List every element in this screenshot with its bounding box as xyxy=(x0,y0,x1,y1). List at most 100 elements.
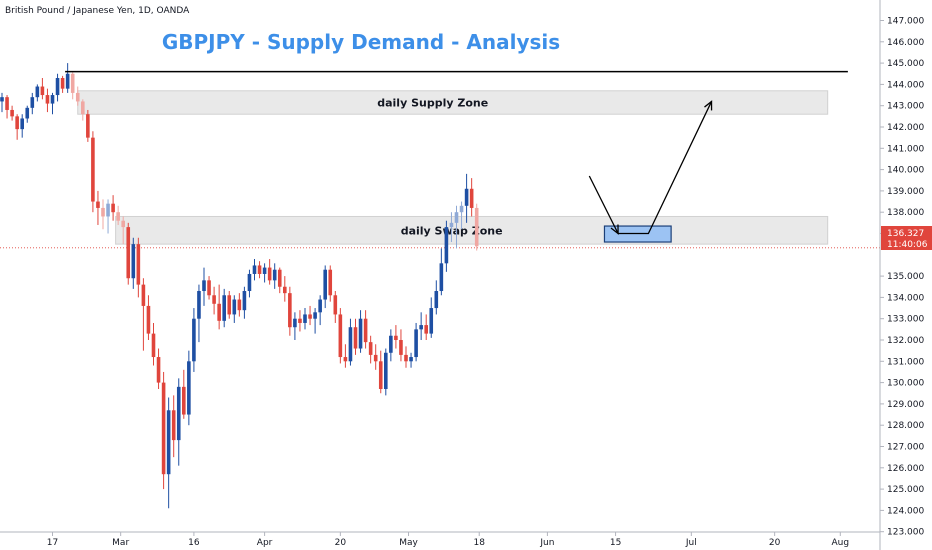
candle-body xyxy=(101,207,105,217)
candle-body xyxy=(363,318,368,343)
candle-body xyxy=(60,78,65,89)
candle-body xyxy=(10,109,14,117)
candle-body xyxy=(399,340,403,355)
candle-body xyxy=(5,97,9,110)
candle xyxy=(222,288,226,328)
candles-layer xyxy=(0,63,479,509)
y-tick-label: 125.000 xyxy=(887,485,924,495)
candle-body xyxy=(86,114,90,138)
candle-body xyxy=(176,386,181,441)
candle-body xyxy=(439,263,444,292)
last-price-label: 136.327 11:40:06 xyxy=(881,226,932,250)
candle-body xyxy=(414,329,418,358)
candle xyxy=(151,322,156,366)
candle-body xyxy=(70,73,75,93)
candle xyxy=(277,267,282,294)
candle-body xyxy=(464,188,469,206)
candle xyxy=(106,199,110,234)
candle-body xyxy=(237,299,242,311)
candle xyxy=(146,295,151,340)
y-tick-label: 133.000 xyxy=(887,315,924,325)
candle-body xyxy=(222,295,226,321)
candle-body xyxy=(141,284,146,306)
candle xyxy=(469,178,474,217)
y-tick-label: 132.000 xyxy=(887,336,924,346)
candle-body xyxy=(171,410,176,441)
y-tick-label: 139.000 xyxy=(887,187,924,197)
candle-body xyxy=(91,137,95,202)
candle xyxy=(414,322,418,362)
candle xyxy=(10,105,14,121)
candle xyxy=(409,352,413,368)
y-tick-label: 124.000 xyxy=(887,506,924,516)
candle xyxy=(298,310,302,332)
candle-body xyxy=(197,291,201,319)
candle xyxy=(35,84,40,102)
candle xyxy=(86,109,90,142)
candle-body xyxy=(257,265,262,274)
candle-body xyxy=(313,312,317,319)
candle-body xyxy=(444,227,449,264)
time-axis[interactable]: 17 Mar 16 Apr 20 May 18 Jun 15 Jul 20 Aug xyxy=(47,532,849,548)
x-tick-label: 18 xyxy=(473,538,485,548)
candle xyxy=(227,291,232,319)
candle xyxy=(252,259,257,281)
candle xyxy=(237,293,242,317)
arrow-head-down xyxy=(610,224,619,235)
candle-body xyxy=(65,73,70,89)
candle-body xyxy=(288,293,292,328)
y-tick-label: 146.000 xyxy=(887,38,924,48)
candle xyxy=(0,92,4,113)
candle-body xyxy=(454,212,459,223)
candle-body xyxy=(404,354,408,362)
candle-body xyxy=(328,269,333,296)
candle-body xyxy=(217,303,221,321)
x-tick-label: 15 xyxy=(610,538,621,548)
projection-path xyxy=(588,101,713,235)
chart-title: GBPJPY - Supply Demand - Analysis xyxy=(162,30,560,54)
x-tick-label: 16 xyxy=(188,538,200,548)
candle xyxy=(25,105,30,123)
candle xyxy=(131,237,136,289)
candle-body xyxy=(469,188,474,208)
candle xyxy=(40,78,45,100)
y-tick-label: 134.000 xyxy=(887,293,924,303)
candle-body xyxy=(373,354,378,362)
candle xyxy=(419,312,423,340)
candle xyxy=(207,276,211,300)
candle xyxy=(288,286,292,336)
x-tick-label: Apr xyxy=(257,538,273,548)
candle xyxy=(384,348,388,396)
symbol-header: British Pound / Japanese Yen, 1D, OANDA xyxy=(5,6,190,16)
drawings-layer xyxy=(65,70,848,243)
candle xyxy=(318,295,322,326)
y-tick-label: 142.000 xyxy=(887,123,924,133)
candle-body xyxy=(434,291,439,309)
price-axis[interactable]: 147.000 146.000 145.000 144.000 143.000 142.0… xyxy=(880,17,924,538)
candle xyxy=(217,284,221,330)
candle xyxy=(308,305,312,326)
y-tick-label: 143.000 xyxy=(887,102,924,112)
candle-body xyxy=(116,212,120,221)
candle xyxy=(323,265,327,309)
candle xyxy=(368,335,373,364)
candle xyxy=(161,371,166,490)
candle-body xyxy=(283,286,287,294)
candle xyxy=(156,348,161,389)
candle-body xyxy=(227,295,232,315)
candle xyxy=(30,92,35,115)
candle-body xyxy=(121,220,125,228)
candle-body xyxy=(358,318,363,349)
candle-body xyxy=(348,327,353,362)
candle-body xyxy=(161,382,166,475)
arrow-head-up xyxy=(704,100,713,111)
y-tick-label: 135.000 xyxy=(887,272,924,282)
candle xyxy=(197,284,201,343)
y-tick-label: 126.000 xyxy=(887,464,924,474)
candle xyxy=(141,278,146,351)
candle-body xyxy=(318,299,322,313)
candle-body xyxy=(136,244,141,285)
candle xyxy=(101,199,105,230)
candle xyxy=(303,308,307,330)
